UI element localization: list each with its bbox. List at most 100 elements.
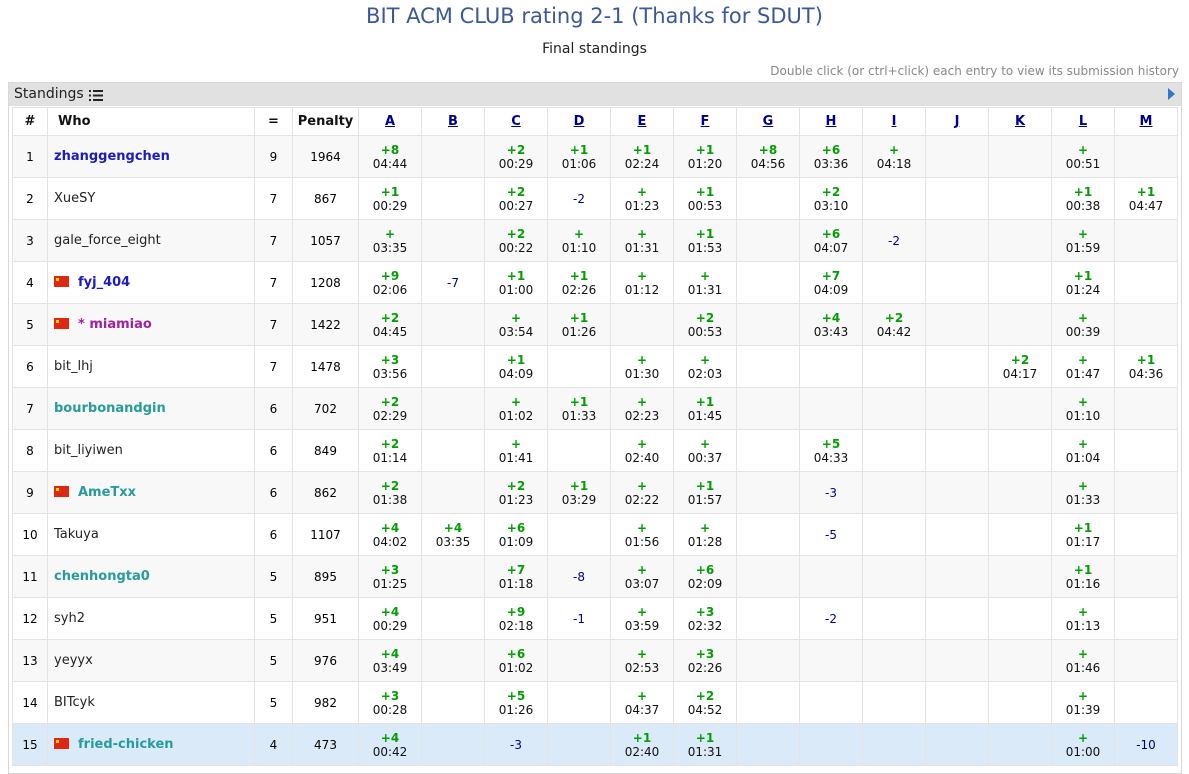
who-cell[interactable]: bit_liyiwen [47, 429, 255, 472]
who-cell[interactable]: chenhongta0 [47, 555, 255, 598]
team-name[interactable]: zhanggengchen [54, 149, 170, 164]
problem-cell-f[interactable]: +1 00:53 [673, 177, 737, 220]
problem-cell-d[interactable] [547, 513, 611, 556]
table-row[interactable]: 12 syh2 5 951 +4 00:29 +9 02:18 -1 +03:59 +3 02:32-… [12, 597, 1178, 640]
problem-cell-k[interactable] [988, 219, 1052, 262]
problem-link-f[interactable]: F [700, 114, 710, 129]
problem-cell-h[interactable]: +5 04:33 [799, 429, 863, 472]
problem-cell-f[interactable]: +3 02:32 [673, 597, 737, 640]
problem-cell-a[interactable]: +2 01:38 [358, 471, 422, 514]
problem-cell-f[interactable]: +1 01:53 [673, 219, 737, 262]
problem-cell-i[interactable] [862, 597, 926, 640]
table-row[interactable]: 11 chenhongta0 5 895 +3 01:25 +7 01:18 -8 +03:07 +… [12, 555, 1178, 598]
problem-cell-m[interactable] [1114, 681, 1178, 724]
problem-cell-i[interactable] [862, 723, 926, 766]
problem-cell-b[interactable] [421, 681, 485, 724]
problem-cell-l[interactable]: +01:39 [1051, 681, 1115, 724]
problem-cell-l[interactable]: +1 01:24 [1051, 261, 1115, 304]
problem-cell-e[interactable]: +1 02:40 [610, 723, 674, 766]
team-name[interactable]: yeyyx [54, 653, 93, 668]
problem-cell-e[interactable]: +01:23 [610, 177, 674, 220]
problem-cell-k[interactable] [988, 723, 1052, 766]
team-name[interactable]: bit_liyiwen [54, 443, 123, 458]
problem-cell-m[interactable] [1114, 597, 1178, 640]
who-cell[interactable]: yeyyx [47, 639, 255, 682]
problem-cell-i[interactable] [862, 555, 926, 598]
problem-cell-m[interactable]: +1 04:47 [1114, 177, 1178, 220]
problem-cell-j[interactable] [925, 303, 989, 346]
problem-cell-f[interactable]: +1 01:57 [673, 471, 737, 514]
who-cell[interactable]: bit_lhj [47, 345, 255, 388]
problem-cell-k[interactable] [988, 303, 1052, 346]
problem-cell-b[interactable] [421, 639, 485, 682]
problem-link-i[interactable]: I [891, 114, 897, 129]
problem-cell-i[interactable] [862, 513, 926, 556]
problem-cell-l[interactable]: +01:59 [1051, 219, 1115, 262]
problem-cell-g[interactable] [736, 429, 800, 472]
table-row[interactable]: 8 bit_liyiwen 6 849 +2 01:14 +01:41 +02:40 +00:3… [12, 429, 1178, 472]
problem-cell-i[interactable] [862, 639, 926, 682]
who-cell[interactable]: AmeTxx [47, 471, 255, 514]
who-cell[interactable]: fried-chicken [47, 723, 255, 766]
problem-cell-l[interactable]: +01:46 [1051, 639, 1115, 682]
problem-cell-f[interactable]: +1 01:20 [673, 135, 737, 178]
problem-cell-e[interactable]: +01:56 [610, 513, 674, 556]
problem-cell-m[interactable] [1114, 639, 1178, 682]
problem-link-h[interactable]: H [825, 114, 837, 129]
problem-cell-a[interactable]: +4 00:42 [358, 723, 422, 766]
problem-cell-b[interactable] [421, 597, 485, 640]
problem-cell-i[interactable]: -2 [862, 219, 926, 262]
problem-cell-f[interactable]: +02:03 [673, 345, 737, 388]
problem-cell-k[interactable] [988, 681, 1052, 724]
problem-cell-m[interactable] [1114, 303, 1178, 346]
problem-cell-b[interactable] [421, 177, 485, 220]
who-cell[interactable]: * miamiao [47, 303, 255, 346]
problem-cell-f[interactable]: +1 01:45 [673, 387, 737, 430]
problem-cell-b[interactable] [421, 429, 485, 472]
team-name[interactable]: fried-chicken [78, 737, 174, 752]
problem-cell-b[interactable] [421, 219, 485, 262]
team-name[interactable]: BITcyk [54, 695, 95, 710]
problem-cell-f[interactable]: +01:28 [673, 513, 737, 556]
problem-cell-c[interactable]: +9 02:18 [484, 597, 548, 640]
problem-cell-h[interactable]: +2 03:10 [799, 177, 863, 220]
problem-cell-k[interactable] [988, 513, 1052, 556]
table-row[interactable]: 13 yeyyx 5 976 +4 03:49 +6 01:02 +02:53 +3 02:26 +0… [12, 639, 1178, 682]
problem-link-j[interactable]: J [954, 114, 960, 129]
who-cell[interactable]: XueSY [47, 177, 255, 220]
problem-cell-f[interactable]: +01:31 [673, 261, 737, 304]
problem-cell-g[interactable] [736, 597, 800, 640]
problem-cell-h[interactable] [799, 639, 863, 682]
problem-cell-i[interactable] [862, 429, 926, 472]
problem-cell-d[interactable] [547, 345, 611, 388]
problem-cell-b[interactable] [421, 723, 485, 766]
problem-cell-c[interactable]: +6 01:02 [484, 639, 548, 682]
table-row[interactable]: 14 BITcyk 5 982 +3 00:28 +5 01:26 +04:37 +2 04:52 +… [12, 681, 1178, 724]
problem-cell-a[interactable]: +4 00:29 [358, 597, 422, 640]
problem-cell-h[interactable]: +7 04:09 [799, 261, 863, 304]
problem-cell-h[interactable] [799, 723, 863, 766]
problem-cell-g[interactable] [736, 681, 800, 724]
problem-cell-d[interactable]: +1 01:06 [547, 135, 611, 178]
problem-cell-d[interactable]: +1 01:26 [547, 303, 611, 346]
problem-cell-a[interactable]: +3 03:56 [358, 345, 422, 388]
problem-cell-e[interactable]: +01:31 [610, 219, 674, 262]
problem-cell-g[interactable]: +8 04:56 [736, 135, 800, 178]
problem-cell-j[interactable] [925, 429, 989, 472]
problem-cell-a[interactable]: +2 02:29 [358, 387, 422, 430]
table-row[interactable]: 2 XueSY 7 867 +1 00:29 +2 00:27 -2 +01:23 +1 00:53 +… [12, 177, 1178, 220]
who-cell[interactable]: bourbonandgin [47, 387, 255, 430]
who-cell[interactable]: syh2 [47, 597, 255, 640]
table-row[interactable]: 6 bit_lhj 7 1478 +3 03:56 +1 04:09 +01:30 +02:03 +… [12, 345, 1178, 388]
problem-cell-j[interactable] [925, 471, 989, 514]
problem-cell-f[interactable]: +1 01:31 [673, 723, 737, 766]
team-name[interactable]: bourbonandgin [54, 401, 166, 416]
problem-cell-k[interactable] [988, 597, 1052, 640]
problem-cell-h[interactable] [799, 387, 863, 430]
problem-link-b[interactable]: B [448, 114, 458, 129]
expand-arrow-icon[interactable] [1168, 88, 1175, 100]
table-row[interactable]: 7 bourbonandgin 6 702 +2 02:29 +01:02 +1 01:33 +0… [12, 387, 1178, 430]
problem-cell-d[interactable]: +1 03:29 [547, 471, 611, 514]
problem-link-c[interactable]: C [511, 114, 521, 129]
problem-cell-j[interactable] [925, 597, 989, 640]
